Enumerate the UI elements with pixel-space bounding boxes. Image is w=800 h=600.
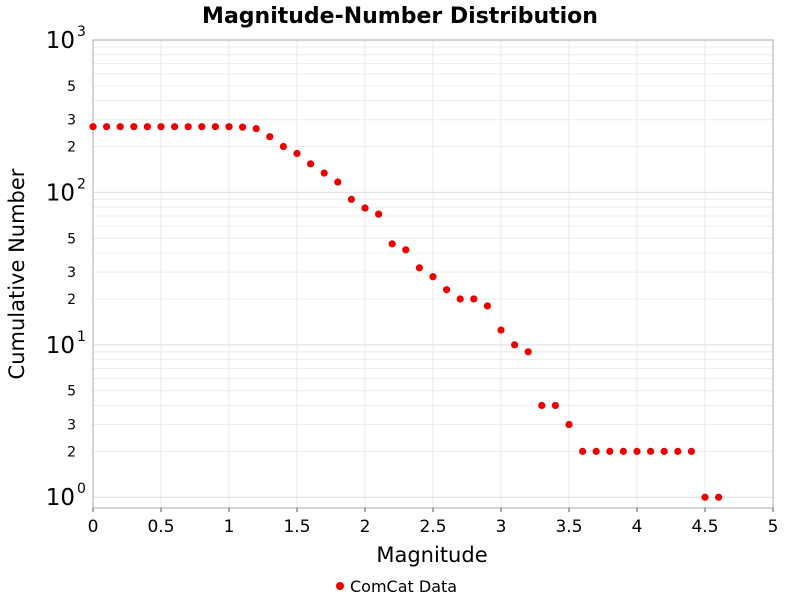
y-major-tick-base: 10 (46, 485, 75, 511)
data-point (211, 123, 219, 131)
data-points (89, 123, 723, 501)
data-point (619, 447, 628, 455)
y-major-tick-base: 10 (46, 28, 75, 54)
y-major-tick-exponent: 0 (77, 481, 86, 497)
data-point (497, 326, 505, 334)
y-major-tick-label: 10 (46, 333, 75, 359)
y-major-tick-label: 10 (46, 485, 75, 511)
y-major-tick-exponent: 2 (77, 176, 86, 192)
data-point (551, 401, 560, 410)
data-point (157, 123, 165, 131)
y-minor-tick-label: 5 (67, 384, 76, 400)
data-point (647, 447, 655, 455)
chart-title: Magnitude-Number Distribution (202, 4, 598, 29)
data-point (89, 123, 97, 131)
y-minor-tick-label: 2 (67, 292, 76, 308)
data-point (252, 125, 260, 133)
y-minor-tick-label: 2 (67, 444, 76, 460)
data-point (375, 210, 383, 218)
x-axis-ticks: 0 0.5 1 1.5 2 2.5 3 3.5 4 4.5 5 (88, 508, 779, 537)
data-point (239, 123, 247, 131)
data-point (293, 149, 301, 158)
data-point (443, 286, 451, 294)
data-point (116, 123, 124, 131)
y-major-tick-label: 10 (46, 180, 75, 206)
x-tick-label: 2.5 (419, 517, 446, 537)
data-point (470, 295, 478, 303)
x-tick-label: 2 (360, 517, 371, 537)
y-major-tick-base: 10 (46, 333, 75, 359)
data-point (633, 447, 641, 455)
x-tick-label: 4.5 (691, 517, 718, 537)
data-point (388, 240, 396, 248)
data-point (361, 204, 369, 212)
data-point (660, 447, 668, 455)
data-point (510, 341, 519, 349)
y-minor-tick-label: 2 (67, 140, 76, 156)
data-point (198, 123, 206, 131)
data-point (429, 273, 437, 281)
data-point (347, 195, 355, 203)
data-point (266, 133, 274, 141)
x-tick-label: 3.5 (555, 517, 582, 537)
data-point (103, 123, 111, 131)
data-point (184, 123, 192, 131)
data-point (524, 348, 532, 356)
grid (92, 39, 774, 509)
x-tick-label: 5 (768, 517, 779, 537)
data-point (606, 447, 614, 455)
legend-label: ComCat Data (350, 577, 457, 596)
y-major-tick-exponent: 3 (77, 24, 86, 40)
x-axis-label: Magnitude (376, 543, 487, 567)
data-point (579, 447, 587, 455)
data-point (130, 123, 138, 131)
x-tick-label: 1.5 (283, 517, 310, 537)
data-point (674, 447, 682, 455)
data-point (483, 302, 491, 310)
data-point (592, 447, 600, 455)
y-axis-label: Cumulative Number (5, 168, 29, 379)
data-point (715, 493, 723, 501)
data-point (456, 295, 464, 303)
data-point (334, 178, 342, 186)
x-tick-label: 0 (88, 517, 99, 537)
y-major-tick-exponent: 1 (77, 329, 86, 345)
data-point (320, 169, 328, 177)
y-minor-tick-label: 3 (67, 113, 76, 129)
y-minor-tick-label: 5 (67, 231, 76, 247)
y-minor-tick-label: 5 (67, 79, 76, 95)
y-major-tick-label: 10 (46, 28, 75, 54)
data-point (225, 123, 233, 131)
data-point (171, 123, 179, 131)
data-point (415, 264, 423, 272)
legend-marker (336, 582, 344, 590)
y-minor-tick-label: 3 (67, 418, 76, 434)
x-tick-label: 4 (632, 517, 643, 537)
data-point (687, 447, 696, 455)
data-point (538, 401, 546, 410)
y-minor-tick-label: 3 (67, 265, 76, 281)
data-point (143, 123, 151, 131)
data-point (402, 246, 410, 254)
data-point (307, 160, 315, 168)
x-tick-label: 3 (496, 517, 507, 537)
data-point (565, 420, 573, 429)
data-point (279, 142, 287, 151)
x-tick-label: 0.5 (147, 517, 174, 537)
x-tick-label: 1 (224, 517, 235, 537)
y-major-tick-base: 10 (46, 180, 75, 206)
legend: ComCat Data (336, 577, 457, 596)
data-point (701, 493, 709, 501)
